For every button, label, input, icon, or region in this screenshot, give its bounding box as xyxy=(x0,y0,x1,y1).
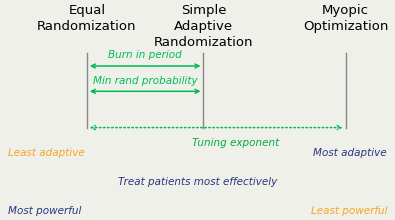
Text: Min rand probability: Min rand probability xyxy=(93,76,198,86)
Text: Equal
Randomization: Equal Randomization xyxy=(37,4,137,33)
Text: Most adaptive: Most adaptive xyxy=(314,148,387,158)
Text: Treat patients most effectively: Treat patients most effectively xyxy=(118,177,277,187)
Text: Least adaptive: Least adaptive xyxy=(8,148,85,158)
Text: Myopic
Optimization: Myopic Optimization xyxy=(303,4,388,33)
Text: Tuning exponent: Tuning exponent xyxy=(192,138,280,147)
Text: Least powerful: Least powerful xyxy=(310,206,387,216)
Text: Most powerful: Most powerful xyxy=(8,206,81,216)
Text: Burn in period: Burn in period xyxy=(108,51,182,60)
Text: Simple
Adaptive
Randomization: Simple Adaptive Randomization xyxy=(154,4,253,50)
